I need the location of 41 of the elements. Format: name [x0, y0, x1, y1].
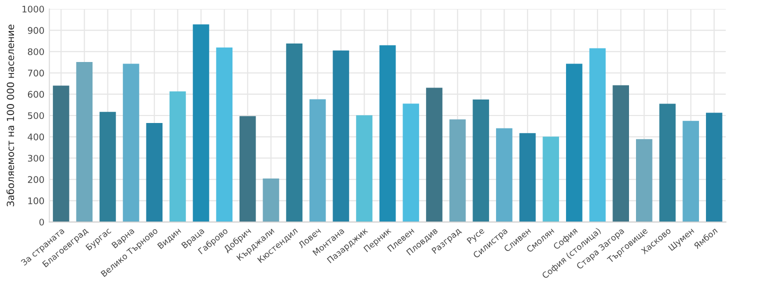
bar	[612, 85, 630, 222]
bar	[566, 64, 582, 222]
bar	[682, 120, 699, 222]
bar	[309, 99, 326, 222]
y-axis-title: Заболяемост на 100 000 население	[6, 24, 14, 206]
bar	[379, 45, 396, 222]
bar	[239, 116, 256, 222]
bar	[286, 44, 302, 222]
y-tick-label: 500	[28, 112, 44, 120]
y-tick-label: 1000	[22, 6, 44, 13]
bar	[100, 112, 116, 222]
bar	[122, 64, 140, 222]
bar	[146, 122, 163, 222]
bar	[216, 48, 232, 222]
y-tick-label: 600	[28, 90, 44, 98]
bar	[76, 62, 93, 222]
bar	[496, 128, 512, 222]
bar	[170, 91, 186, 222]
bar	[426, 88, 442, 222]
y-tick-label: 0	[39, 218, 44, 226]
y-tick-label: 400	[28, 134, 44, 140]
bar	[472, 100, 490, 222]
bar	[192, 24, 210, 222]
bar	[636, 139, 652, 222]
y-tick-label: 300	[28, 154, 44, 162]
bar	[449, 119, 466, 222]
bar	[519, 133, 536, 222]
bar	[356, 115, 372, 222]
bar	[52, 86, 70, 222]
y-tick-label: 200	[28, 176, 44, 183]
y-tick-label: 700	[28, 70, 44, 76]
bar	[659, 104, 676, 222]
bar	[589, 48, 606, 222]
bar	[542, 136, 560, 222]
y-tick-label: 800	[28, 48, 44, 56]
y-tick-label: 900	[28, 27, 44, 34]
bar	[706, 112, 722, 222]
bar	[402, 104, 420, 222]
bar	[262, 178, 280, 222]
bar	[332, 50, 350, 222]
y-tick-label: 100	[28, 197, 44, 204]
